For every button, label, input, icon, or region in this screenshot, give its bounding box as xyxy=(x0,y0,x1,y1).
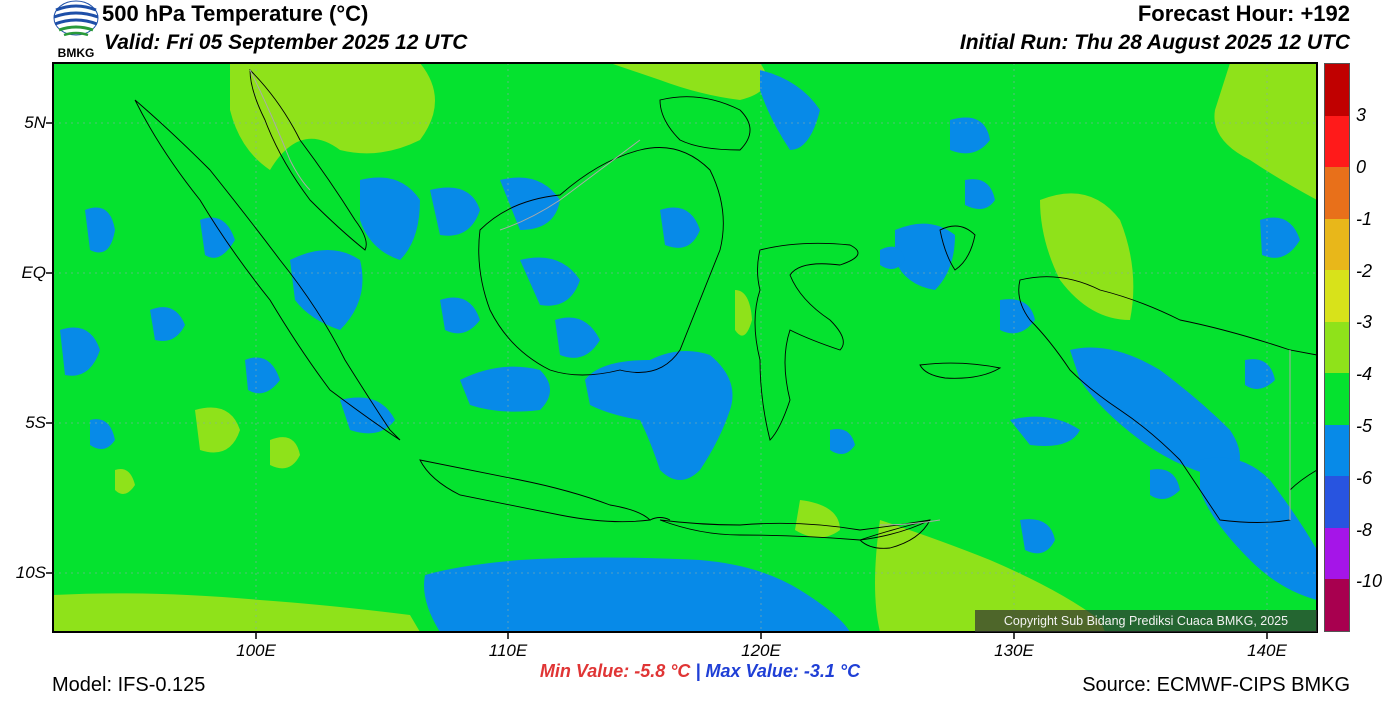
lon-tick-110e: 110E xyxy=(488,641,528,660)
data-source: Source: ECMWF-CIPS BMKG xyxy=(1082,674,1350,696)
lon-tick-140e: 140E xyxy=(1247,641,1287,660)
colorbar-segment xyxy=(1325,64,1349,116)
contour-zone-3to-4 xyxy=(53,63,1317,632)
axis-ticks xyxy=(46,122,1268,639)
lat-tick-5s: 5S xyxy=(25,413,46,432)
colorbar-segment xyxy=(1325,527,1349,580)
colorbar-label: -3 xyxy=(1356,312,1373,332)
colorbar-segment xyxy=(1325,115,1349,168)
model-name: Model: IFS-0.125 xyxy=(52,674,206,696)
borders xyxy=(249,69,1291,526)
colorbar-label: -6 xyxy=(1356,468,1373,488)
lat-tick-5n: 5N xyxy=(24,113,46,132)
valid-time: Valid: Fri 05 September 2025 12 UTC xyxy=(104,31,468,54)
min-max-separator: | xyxy=(695,661,701,681)
colorbar-label: -1 xyxy=(1356,209,1373,229)
max-value: Max Value: -3.1 °C xyxy=(705,661,861,681)
map-background xyxy=(53,63,1317,632)
colorbar-label: -8 xyxy=(1356,520,1373,540)
bmkg-logo: BMKG xyxy=(52,0,100,62)
lat-tick-10s: 10S xyxy=(15,563,46,582)
lon-tick-120e: 120E xyxy=(741,641,781,660)
colorbar-segment xyxy=(1325,321,1349,374)
new-guinea-outline xyxy=(1018,276,1317,523)
sumatra-outline xyxy=(134,99,401,441)
min-max-values: Min Value: -5.8 °C | Max Value: -3.1 °C xyxy=(0,661,1400,682)
colorbar-label: 3 xyxy=(1356,105,1367,125)
malay-peninsula-outline xyxy=(249,68,367,251)
colorbar-label: -10 xyxy=(1356,571,1383,591)
colorbar xyxy=(1324,63,1350,632)
coastlines xyxy=(134,68,1317,549)
timor-outline xyxy=(859,519,931,549)
sulawesi-outline xyxy=(754,242,859,441)
colorbar-label: -4 xyxy=(1356,364,1373,384)
lon-tick-100e: 100E xyxy=(236,641,276,660)
colorbar-label: -5 xyxy=(1356,416,1373,436)
map-title: 500 hPa Temperature (°C) xyxy=(102,1,369,26)
colorbar-segment xyxy=(1325,424,1349,477)
contour-zone-5to-6 xyxy=(60,70,1317,632)
colorbar-segment xyxy=(1325,167,1349,219)
map-frame xyxy=(52,62,1318,633)
min-value: Min Value: -5.8 °C xyxy=(539,661,691,681)
colorbar-label: 0 xyxy=(1356,157,1367,177)
halmahera-outline xyxy=(939,225,976,271)
lon-tick-130e: 130E xyxy=(994,641,1034,660)
colorbar-segment xyxy=(1325,218,1349,271)
colorbar-segment xyxy=(1325,579,1349,631)
borneo-outline xyxy=(478,147,724,376)
colorbar-segment xyxy=(1325,476,1349,528)
seram-outline xyxy=(919,362,1002,379)
bali-lombok-outline xyxy=(649,517,671,521)
copyright-notice: Copyright Sub Bidang Prediksi Cuaca BMKG… xyxy=(975,610,1317,632)
colorbar-segment xyxy=(1325,373,1349,425)
forecast-hour: Forecast Hour: +192 xyxy=(1137,1,1350,26)
mindanao-outline xyxy=(659,96,751,151)
colorbar-segment xyxy=(1325,270,1349,322)
colorbar-label: -2 xyxy=(1356,261,1373,281)
initial-run: Initial Run: Thu 28 August 2025 12 UTC xyxy=(959,31,1350,54)
graticule xyxy=(53,63,1317,632)
logo-text: BMKG xyxy=(57,46,95,60)
lat-tick-eq: EQ xyxy=(21,263,46,282)
